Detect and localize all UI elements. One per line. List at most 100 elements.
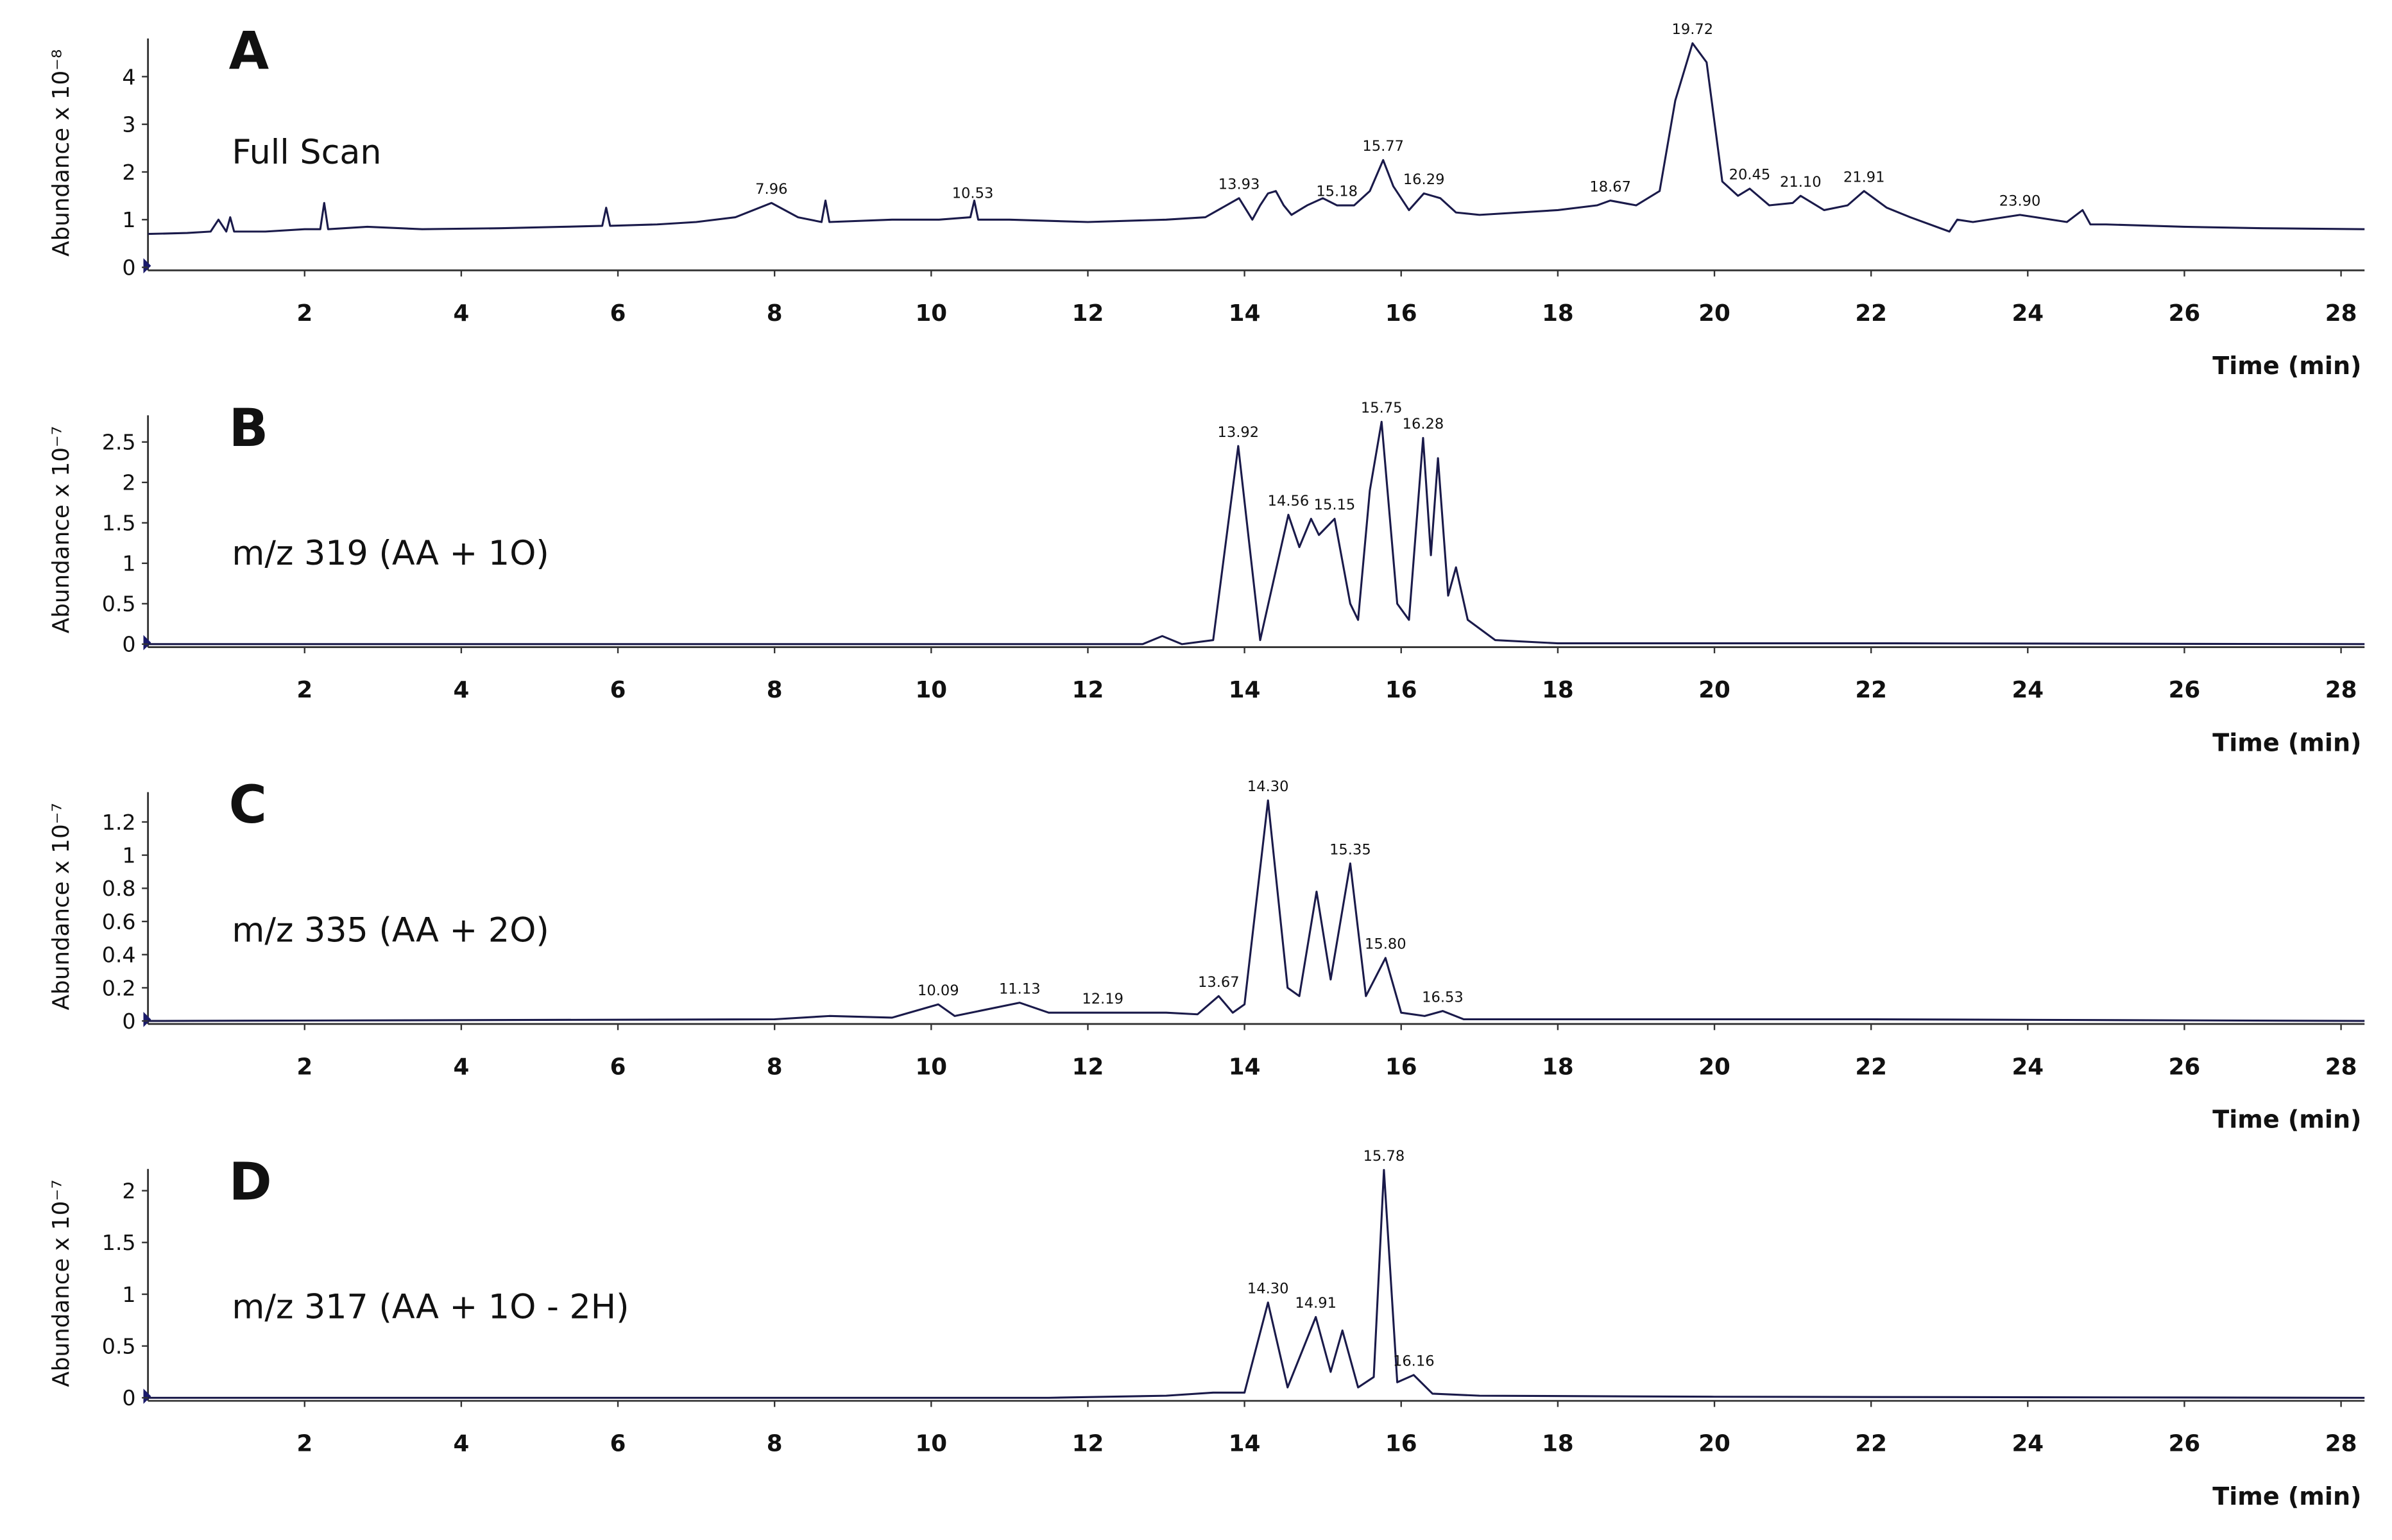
x-tick-label: 28 bbox=[2325, 300, 2357, 327]
x-tick-label: 16 bbox=[1385, 300, 1417, 327]
axis-marker bbox=[143, 258, 151, 274]
x-tick-label: 2 bbox=[296, 300, 312, 327]
axis-marker bbox=[143, 1011, 151, 1027]
y-tick-label: 1 bbox=[122, 551, 135, 576]
x-tick-label: 14 bbox=[1229, 300, 1261, 327]
peak-label: 21.91 bbox=[1843, 169, 1885, 185]
y-tick-label: 0.4 bbox=[102, 943, 136, 968]
panel-subtitle: m/z 319 (AA + 1O) bbox=[232, 534, 549, 573]
axis-marker bbox=[143, 635, 151, 651]
y-tick-label: 0.6 bbox=[102, 909, 136, 934]
x-tick-label: 28 bbox=[2325, 677, 2357, 703]
x-tick-label: 4 bbox=[453, 677, 469, 703]
trace bbox=[148, 420, 2365, 646]
peak-label: 16.16 bbox=[1393, 1353, 1435, 1370]
peak-label: 13.93 bbox=[1218, 176, 1260, 193]
panel-subtitle: Full Scan bbox=[232, 133, 381, 172]
peak-label: 16.53 bbox=[1422, 989, 1464, 1005]
x-tick-label: 10 bbox=[916, 1431, 948, 1457]
x-tick-label: 28 bbox=[2325, 1431, 2357, 1457]
x-tick-label: 26 bbox=[2169, 677, 2201, 703]
y-tick-label: 1.5 bbox=[102, 1230, 136, 1255]
trace bbox=[148, 1168, 2365, 1399]
y-axis-label: Abundance x 10⁻⁷ bbox=[48, 426, 74, 633]
peak-label: 20.45 bbox=[1729, 167, 1771, 184]
peak-label: 15.18 bbox=[1316, 184, 1358, 200]
peak-label: 15.80 bbox=[1365, 936, 1406, 953]
x-tick-label: 10 bbox=[916, 1054, 948, 1080]
x-tick-label: 12 bbox=[1072, 677, 1104, 703]
x-tick-label: 10 bbox=[916, 300, 948, 327]
y-tick-label: 2.5 bbox=[102, 430, 136, 455]
x-tick-label: 6 bbox=[610, 677, 626, 703]
x-tick-label: 16 bbox=[1385, 1054, 1417, 1080]
peak-label: 7.96 bbox=[755, 181, 787, 198]
panel-subtitle: m/z 335 (AA + 2O) bbox=[232, 911, 549, 950]
y-axis-label: Abundance x 10⁻⁷ bbox=[48, 803, 74, 1010]
x-tick-label: 20 bbox=[1698, 1431, 1730, 1457]
y-tick-label: 0.2 bbox=[102, 975, 136, 1000]
peak-label: 10.09 bbox=[918, 982, 959, 999]
x-tick-label: 24 bbox=[2012, 1431, 2044, 1457]
y-tick-label: 3 bbox=[122, 112, 135, 137]
peak-label: 18.67 bbox=[1589, 178, 1631, 195]
peak-label: 10.53 bbox=[952, 185, 994, 202]
x-tick-label: 16 bbox=[1385, 1431, 1417, 1457]
x-tick-label: 24 bbox=[2012, 300, 2044, 327]
y-tick-label: 0 bbox=[122, 632, 135, 657]
peak-label: 15.15 bbox=[1314, 497, 1356, 513]
x-tick-label: 26 bbox=[2169, 1431, 2201, 1457]
trace bbox=[148, 42, 2365, 235]
peak-label: 21.10 bbox=[1780, 174, 1822, 191]
peak-label: 16.28 bbox=[1403, 416, 1444, 432]
x-tick-label: 8 bbox=[767, 1431, 783, 1457]
x-tick-label: 18 bbox=[1542, 300, 1574, 327]
x-tick-label: 20 bbox=[1698, 1054, 1730, 1080]
peak-label: 16.29 bbox=[1403, 171, 1445, 188]
panel-label: A bbox=[229, 22, 269, 82]
peak-label: 14.30 bbox=[1247, 778, 1289, 795]
peak-label: 19.72 bbox=[1672, 21, 1714, 38]
peak-label: 15.75 bbox=[1361, 400, 1403, 416]
x-tick-label: 4 bbox=[453, 1431, 469, 1457]
x-tick-label: 8 bbox=[767, 1054, 783, 1080]
x-tick-label: 18 bbox=[1542, 1431, 1574, 1457]
x-tick-label: 26 bbox=[2169, 1054, 2201, 1080]
y-tick-label: 0 bbox=[122, 1009, 135, 1034]
y-axis-label: Abundance x 10⁻⁷ bbox=[48, 1179, 74, 1387]
panel-subtitle: m/z 317 (AA + 1O - 2H) bbox=[232, 1288, 629, 1327]
x-tick-label: 6 bbox=[610, 1431, 626, 1457]
y-axis-label: Abundance x 10⁻⁸ bbox=[48, 49, 74, 257]
panel-label: C bbox=[229, 775, 267, 835]
x-tick-label: 24 bbox=[2012, 677, 2044, 703]
peak-label: 14.30 bbox=[1247, 1281, 1289, 1297]
x-tick-label: 6 bbox=[610, 1054, 626, 1080]
x-tick-label: 4 bbox=[453, 1054, 469, 1080]
y-tick-label: 0.5 bbox=[102, 592, 136, 617]
peak-label: 13.67 bbox=[1198, 974, 1240, 991]
axis-marker bbox=[143, 1389, 151, 1404]
x-tick-label: 2 bbox=[296, 1431, 312, 1457]
x-axis-label: Time (min) bbox=[2212, 352, 2361, 380]
peak-label: 14.56 bbox=[1268, 493, 1310, 509]
x-tick-label: 6 bbox=[610, 300, 626, 327]
y-tick-label: 1.5 bbox=[102, 511, 136, 536]
x-axis-label: Time (min) bbox=[2212, 1106, 2361, 1134]
x-tick-label: 14 bbox=[1229, 1054, 1261, 1080]
y-tick-label: 1 bbox=[122, 1282, 135, 1307]
x-tick-label: 12 bbox=[1072, 300, 1104, 327]
trace bbox=[148, 799, 2365, 1022]
x-tick-label: 12 bbox=[1072, 1054, 1104, 1080]
x-axis-label: Time (min) bbox=[2212, 1482, 2361, 1510]
y-tick-label: 0.8 bbox=[102, 876, 136, 901]
peak-label: 14.91 bbox=[1295, 1295, 1337, 1312]
x-tick-label: 2 bbox=[296, 677, 312, 703]
peak-label: 15.77 bbox=[1362, 138, 1404, 155]
x-tick-label: 22 bbox=[1855, 677, 1887, 703]
x-tick-label: 2 bbox=[296, 1054, 312, 1080]
peak-label: 13.92 bbox=[1218, 424, 1260, 441]
x-tick-label: 20 bbox=[1698, 677, 1730, 703]
y-tick-label: 2 bbox=[122, 160, 135, 185]
